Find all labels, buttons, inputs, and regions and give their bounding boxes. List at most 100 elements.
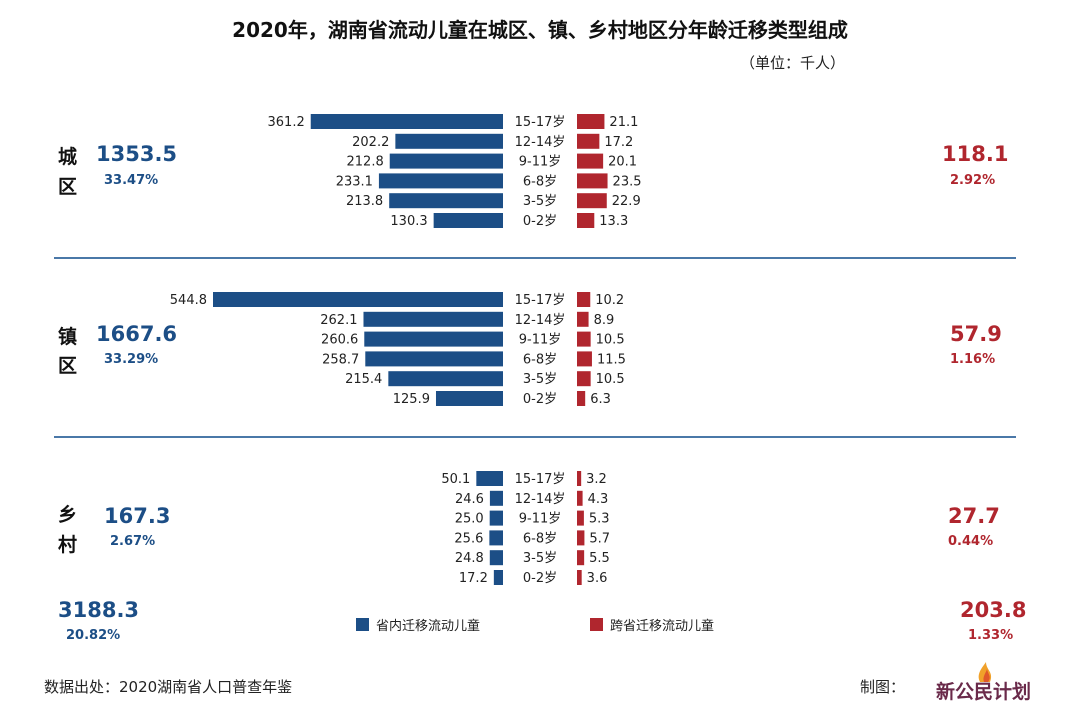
within-bar	[378, 173, 503, 189]
cross-bar	[577, 351, 592, 367]
grand-within-percent: 20.82%	[66, 628, 121, 643]
cross-value-label: 23.5	[613, 174, 642, 189]
within-percent: 2.67%	[110, 534, 156, 549]
cross-value-label: 4.3	[588, 492, 609, 507]
cross-bar	[577, 331, 591, 347]
cross-total: 118.1	[942, 142, 1009, 166]
cross-bar	[577, 153, 604, 169]
within-value-label: 25.6	[454, 531, 483, 546]
age-group-label: 0-2岁	[523, 392, 557, 407]
age-group-label: 15-17岁	[515, 293, 566, 308]
grand-cross-percent: 1.33%	[968, 628, 1014, 643]
legend-label-cross: 跨省迁移流动儿童	[610, 619, 715, 634]
made-by-label: 制图：	[860, 678, 906, 696]
cross-bar	[577, 371, 591, 387]
age-group-label: 6-8岁	[523, 531, 557, 546]
age-group-label: 3-5岁	[523, 194, 557, 209]
within-value-label: 24.6	[455, 492, 484, 507]
cross-value-label: 8.9	[594, 313, 615, 328]
cross-value-label: 6.3	[590, 392, 611, 407]
within-value-label: 25.0	[455, 512, 484, 527]
cross-bar	[577, 391, 586, 406]
age-group-label: 9-11岁	[519, 512, 562, 527]
region-label-char-2: 区	[58, 355, 78, 377]
within-value-label: 50.1	[441, 472, 470, 487]
within-bar	[435, 391, 503, 406]
within-bar	[389, 153, 503, 169]
within-bar	[388, 371, 503, 387]
data-source: 数据出处：2020湖南省人口普查年鉴	[44, 678, 293, 696]
cross-bar	[577, 173, 608, 189]
cross-percent: 2.92%	[950, 173, 996, 188]
within-value-label: 544.8	[170, 293, 207, 308]
cross-bar	[577, 193, 607, 209]
grand-cross-total: 203.8	[960, 598, 1027, 622]
within-value-label: 258.7	[322, 352, 359, 367]
within-bar	[310, 114, 503, 129]
cross-value-label: 20.1	[608, 155, 637, 170]
cross-bar	[577, 213, 595, 228]
region-label-char-2: 区	[58, 176, 78, 198]
within-value-label: 17.2	[459, 571, 488, 586]
age-group-label: 12-14岁	[515, 135, 566, 150]
cross-value-label: 10.2	[595, 293, 624, 308]
within-total: 1353.5	[96, 142, 178, 166]
within-value-label: 262.1	[320, 313, 357, 328]
panel-separator	[54, 257, 1016, 259]
cross-value-label: 10.5	[596, 372, 625, 387]
within-bar	[395, 133, 503, 149]
cross-bar	[577, 471, 582, 486]
within-value-label: 212.8	[347, 155, 384, 170]
within-value-label: 125.9	[393, 392, 430, 407]
grand-within-total: 3188.3	[58, 598, 140, 622]
brand-logo: 新公民计划	[936, 660, 1036, 706]
within-bar	[363, 311, 503, 327]
cross-bar	[577, 114, 605, 129]
age-group-label: 9-11岁	[519, 333, 562, 348]
legend-label-within: 省内迁移流动儿童	[376, 619, 481, 634]
within-percent: 33.29%	[104, 352, 159, 367]
cross-total: 57.9	[950, 322, 1002, 346]
age-group-label: 3-5岁	[523, 372, 557, 387]
within-bar	[365, 351, 503, 367]
within-bar	[476, 471, 503, 486]
within-bar	[433, 213, 503, 228]
cross-bar	[577, 530, 585, 546]
cross-value-label: 5.3	[589, 512, 610, 527]
age-group-label: 6-8岁	[523, 174, 557, 189]
within-bar	[493, 570, 503, 585]
logo-flame-icon	[978, 662, 992, 682]
cross-bar	[577, 510, 584, 526]
within-value-label: 215.4	[345, 372, 382, 387]
age-group-label: 0-2岁	[523, 214, 557, 229]
region-label-char-2: 村	[58, 534, 78, 556]
unit-label: （单位：千人）	[740, 54, 846, 72]
cross-total: 27.7	[948, 504, 1000, 528]
age-group-label: 15-17岁	[515, 115, 566, 130]
within-total: 1667.6	[96, 322, 178, 346]
cross-value-label: 21.1	[609, 115, 638, 130]
cross-percent: 0.44%	[948, 534, 994, 549]
region-label-char-1: 乡	[58, 504, 78, 526]
age-group-label: 6-8岁	[523, 352, 557, 367]
region-label-char-1: 镇	[58, 326, 78, 348]
age-group-label: 15-17岁	[515, 472, 566, 487]
cross-value-label: 3.6	[587, 571, 608, 586]
within-value-label: 24.8	[455, 551, 484, 566]
cross-percent: 1.16%	[950, 352, 996, 367]
chart-title: 2020年，湖南省流动儿童在城区、镇、乡村地区分年龄迁移类型组成	[232, 18, 848, 42]
cross-bar	[577, 133, 600, 149]
within-bar	[213, 292, 503, 307]
cross-value-label: 11.5	[597, 352, 626, 367]
within-value-label: 213.8	[346, 194, 383, 209]
within-value-label: 130.3	[390, 214, 427, 229]
age-group-label: 0-2岁	[523, 571, 557, 586]
cross-value-label: 5.5	[589, 551, 610, 566]
cross-value-label: 13.3	[599, 214, 628, 229]
age-group-label: 3-5岁	[523, 551, 557, 566]
within-value-label: 202.2	[352, 135, 389, 150]
region-label-char-1: 城	[58, 146, 78, 168]
within-bar	[489, 550, 503, 566]
cross-value-label: 5.7	[589, 531, 610, 546]
legend-swatch-within	[356, 618, 369, 631]
